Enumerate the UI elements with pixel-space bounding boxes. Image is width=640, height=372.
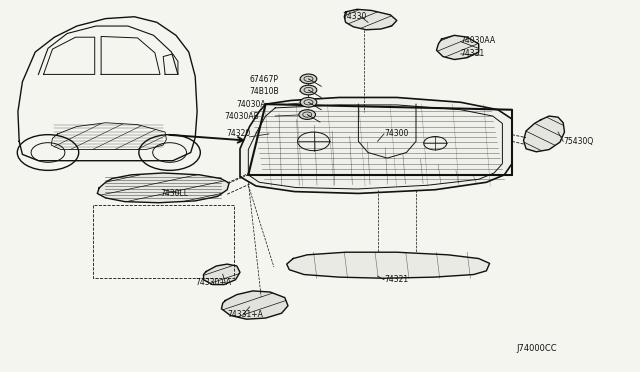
Text: 67467P: 67467P bbox=[250, 76, 278, 84]
Polygon shape bbox=[436, 35, 479, 60]
Text: 74320: 74320 bbox=[226, 129, 250, 138]
Text: 74030AA: 74030AA bbox=[461, 36, 496, 45]
Circle shape bbox=[300, 85, 317, 95]
Polygon shape bbox=[524, 116, 564, 152]
Text: 74331: 74331 bbox=[461, 49, 485, 58]
Polygon shape bbox=[204, 264, 240, 285]
Text: 74300: 74300 bbox=[384, 129, 408, 138]
Polygon shape bbox=[287, 252, 490, 278]
Circle shape bbox=[299, 110, 316, 119]
Text: J74000CC: J74000CC bbox=[516, 344, 557, 353]
Polygon shape bbox=[240, 97, 512, 193]
Text: 74331+A: 74331+A bbox=[227, 310, 263, 319]
Circle shape bbox=[300, 97, 317, 107]
Text: 74330: 74330 bbox=[342, 12, 367, 21]
Polygon shape bbox=[221, 291, 288, 319]
Circle shape bbox=[300, 74, 317, 84]
Polygon shape bbox=[97, 173, 229, 203]
Text: 74330+A: 74330+A bbox=[195, 278, 231, 287]
Text: 74030A: 74030A bbox=[237, 100, 266, 109]
Text: 74B10B: 74B10B bbox=[250, 87, 279, 96]
Polygon shape bbox=[344, 9, 397, 30]
Text: 74321: 74321 bbox=[384, 275, 408, 284]
Text: 7430LL: 7430LL bbox=[160, 189, 188, 198]
Text: 75430Q: 75430Q bbox=[563, 137, 593, 146]
Text: 74030AB: 74030AB bbox=[224, 112, 259, 121]
